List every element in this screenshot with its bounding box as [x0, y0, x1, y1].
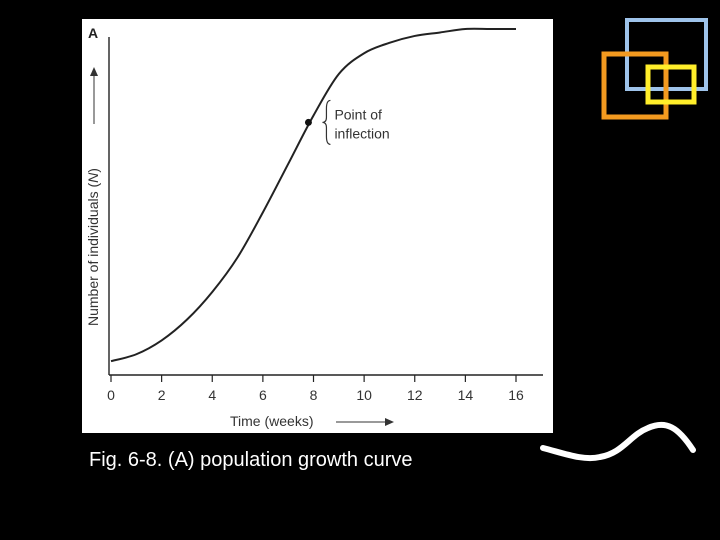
annotation-line-2: inflection: [334, 125, 389, 141]
x-tick-label: 12: [407, 387, 423, 403]
x-tick-label: 6: [259, 387, 267, 403]
inflection-point: [304, 118, 312, 126]
panel-label: A: [88, 25, 98, 41]
y-axis-label-suffix: ): [85, 168, 101, 173]
deco-wave-stroke: [540, 421, 696, 461]
annotation-line-1: Point of: [334, 106, 382, 122]
deco-orange-square: [601, 51, 669, 120]
x-tick-label: 2: [158, 387, 166, 403]
decorative-squares: [601, 18, 708, 120]
x-tick-label: 0: [107, 387, 115, 403]
x-axis-label: Time (weeks): [230, 413, 314, 429]
x-tick-label: 10: [356, 387, 372, 403]
series-line: [110, 27, 516, 363]
figure-panel: A 0 2 4 6 8 10 12 14 16 Time (weeks) Number of i…: [82, 19, 553, 433]
x-tick-label: 4: [208, 387, 216, 403]
y-axis-label-prefix: Number of individuals (: [85, 182, 101, 326]
y-axis-arrowhead: [90, 67, 98, 76]
growth-curve-chart: A 0 2 4 6 8 10 12 14 16 Time (weeks) Number of i…: [85, 25, 543, 429]
y-axis-label: Number of individuals (N): [85, 168, 101, 326]
x-axis-arrowhead: [385, 418, 394, 426]
x-tick-label: 16: [508, 387, 524, 403]
x-tick-label: 14: [458, 387, 474, 403]
x-tick-labels: 0 2 4 6 8 10 12 14 16: [107, 387, 524, 403]
decorative-wave: [540, 421, 696, 461]
deco-yellow-square: [645, 64, 697, 105]
x-tick-label: 8: [310, 387, 318, 403]
figure-caption: Fig. 6-8. (A) population growth curve: [89, 449, 413, 471]
y-axis-label-symbol: N: [85, 172, 101, 183]
inflection-brace: [322, 99, 331, 146]
x-ticks: [110, 375, 517, 382]
